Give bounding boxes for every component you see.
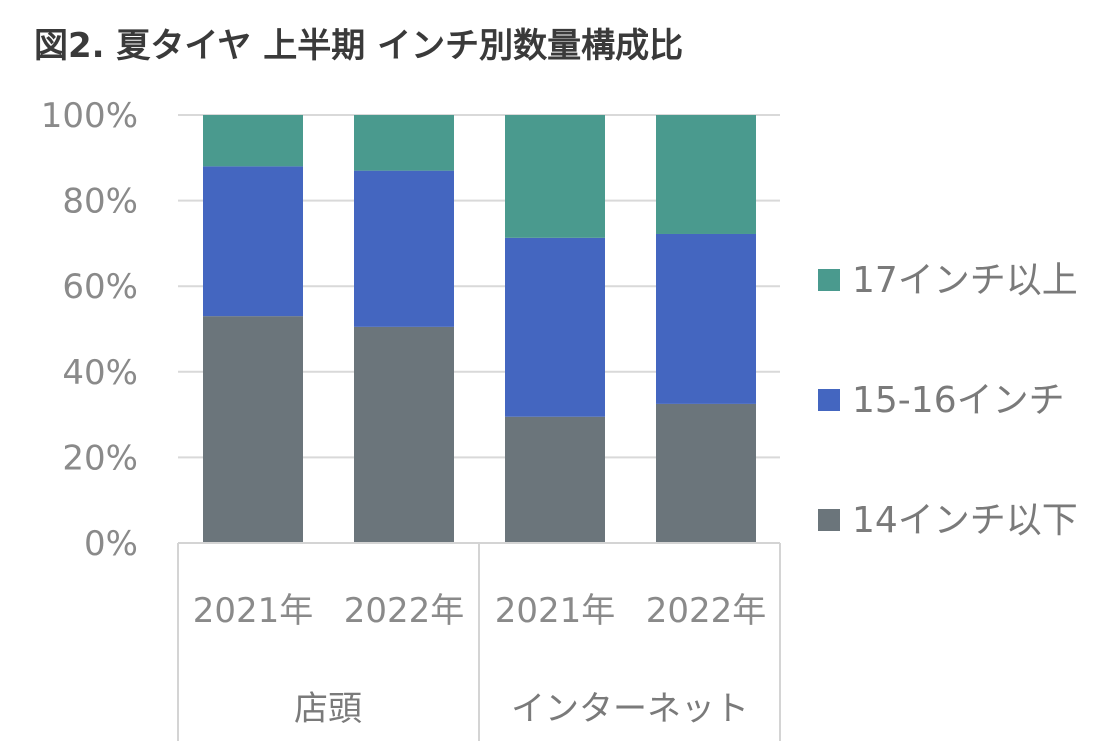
y-tick-label: 80% [62, 182, 138, 222]
group-label: インターネット [511, 689, 749, 729]
bar-segment [656, 403, 756, 543]
group-label: 店頭 [294, 689, 362, 729]
y-tick-label: 20% [62, 438, 138, 478]
bar-segment [203, 166, 303, 317]
legend-swatch [818, 509, 840, 531]
y-tick-label: 0% [84, 524, 138, 564]
x-tick-label: 2022年 [646, 591, 767, 631]
bar-segment [203, 316, 303, 543]
bar-segment [505, 237, 605, 417]
x-tick-label: 2021年 [495, 591, 616, 631]
chart-title: 図2. 夏タイヤ 上半期 インチ別数量構成比 [34, 26, 684, 66]
legend-label: 15-16インチ [852, 380, 1065, 421]
legend-label: 14インチ以下 [852, 500, 1078, 541]
legend-swatch [818, 269, 840, 291]
y-tick-label: 60% [62, 267, 138, 307]
x-tick-label: 2022年 [344, 591, 465, 631]
legend-label: 17インチ以上 [852, 260, 1078, 301]
bar-segment [656, 233, 756, 404]
bar-segment [203, 115, 303, 167]
legend-swatch [818, 389, 840, 411]
y-tick-label: 40% [62, 353, 138, 393]
bar-segment [354, 115, 454, 171]
y-tick-label: 100% [41, 96, 138, 136]
bar-segment [505, 115, 605, 238]
bar-segment [354, 326, 454, 543]
bar-segment [505, 416, 605, 543]
bar-segment [656, 115, 756, 234]
bar-segment [354, 170, 454, 327]
x-tick-label: 2021年 [193, 591, 314, 631]
